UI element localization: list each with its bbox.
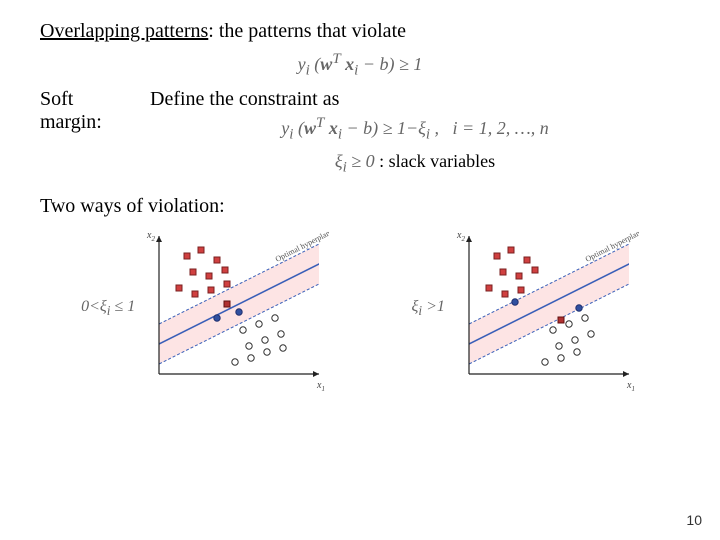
right-diagram-block: ξi >1 x1 x2 Optimal hyperplane xyxy=(412,224,639,394)
margin-band xyxy=(139,234,329,384)
left-diagram-label: 0<ξi ≤ 1 xyxy=(81,298,135,319)
svg-text:x1: x1 xyxy=(626,380,635,393)
two-ways-text: Two ways of violation: xyxy=(40,195,680,218)
soft-margin-row: Soft margin: Define the constraint as yi… xyxy=(40,88,680,185)
class-a-points xyxy=(486,247,538,297)
violation-a-points xyxy=(558,317,564,323)
page-number: 10 xyxy=(686,512,702,528)
slack-var: ξi ≥ 0 xyxy=(335,151,375,171)
soft-label-2: margin: xyxy=(40,111,150,134)
title-rest: : the patterns that violate xyxy=(208,20,406,42)
svg-text:x2: x2 xyxy=(146,230,155,243)
title-line: Overlapping patterns: the patterns that … xyxy=(40,20,680,43)
hard-margin-formula: yi (wT xi − b) ≥ 1 xyxy=(40,51,680,80)
soft-margin-content: Define the constraint as yi (wT xi − b) … xyxy=(150,88,680,185)
class-a-points xyxy=(176,247,230,297)
define-text: Define the constraint as xyxy=(150,88,680,111)
slack-text: : slack variables xyxy=(375,151,495,171)
svg-text:x1: x1 xyxy=(316,380,325,393)
slack-line: ξi ≥ 0 : slack variables xyxy=(150,151,680,177)
margin-band xyxy=(449,234,639,384)
violation-a-points xyxy=(224,301,230,307)
title-prefix: Overlapping patterns xyxy=(40,20,208,42)
soft-margin-formula: yi (wT xi − b) ≥ 1−ξi , i = 1, 2, …, n xyxy=(150,115,680,144)
left-diagram-block: 0<ξi ≤ 1 x1 x2 Optimal hyperplane xyxy=(81,224,329,394)
diagram-row: 0<ξi ≤ 1 x1 x2 Optimal hyperplane xyxy=(40,224,680,394)
right-diagram-label: ξi >1 xyxy=(412,298,445,319)
right-svm-diagram: x1 x2 Optimal hyperplane xyxy=(449,224,639,394)
left-svm-diagram: x1 x2 Optimal hyperplane xyxy=(139,224,329,394)
soft-margin-label: Soft margin: xyxy=(40,88,150,134)
soft-label-1: Soft xyxy=(40,88,150,111)
svg-text:x2: x2 xyxy=(456,230,465,243)
